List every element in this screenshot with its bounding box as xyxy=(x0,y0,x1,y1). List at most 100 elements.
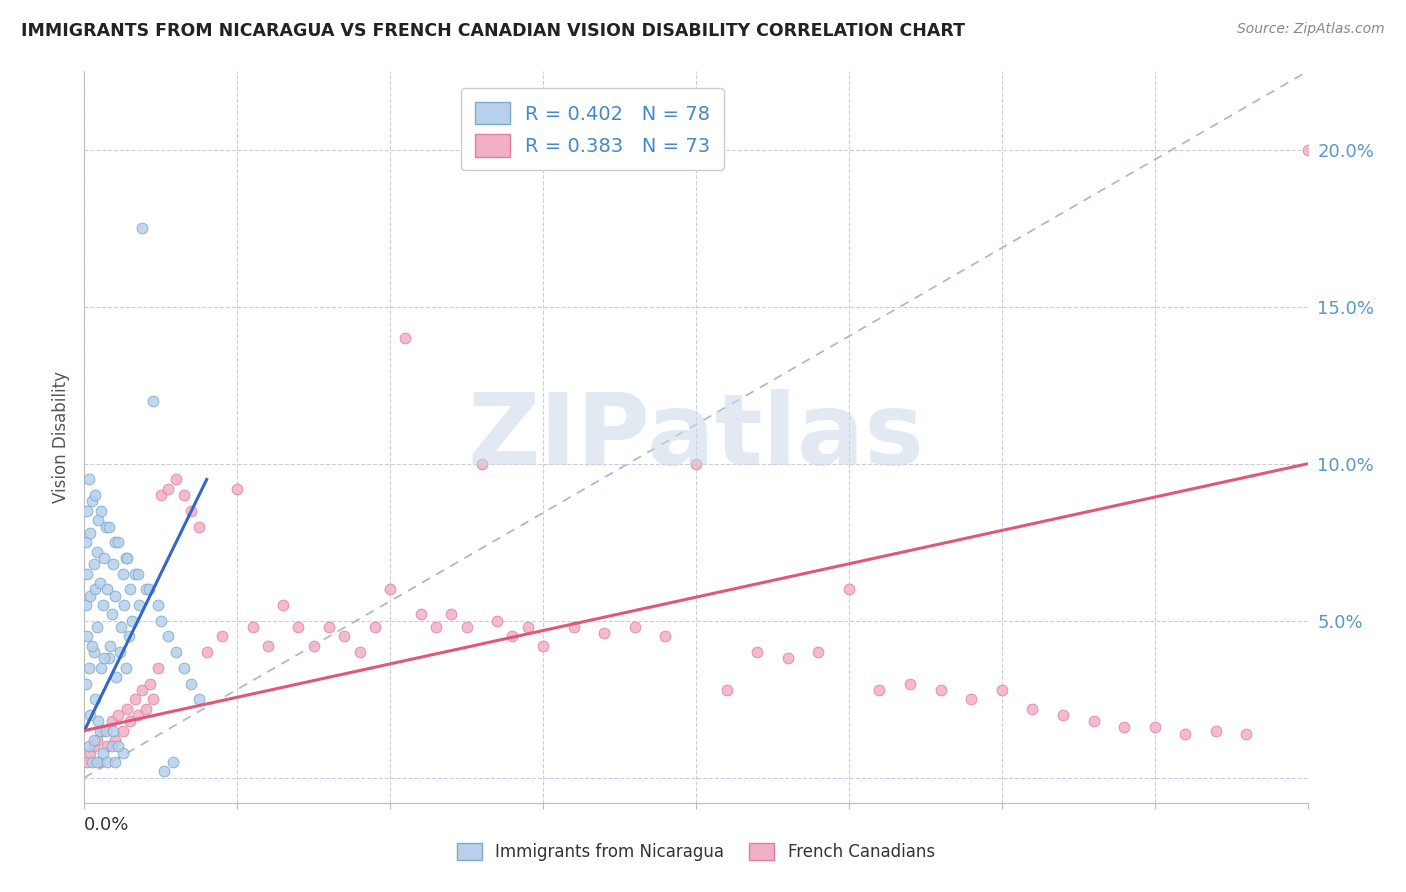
French Canadians xyxy=(242,620,264,634)
French Canadians xyxy=(624,620,647,634)
Immigrants from Nicaragua xyxy=(91,598,114,612)
French Canadians xyxy=(111,723,134,738)
Immigrants from Nicaragua xyxy=(90,661,112,675)
French Canadians xyxy=(898,676,921,690)
French Canadians xyxy=(562,620,585,634)
French Canadians xyxy=(173,488,195,502)
French Canadians xyxy=(425,620,447,634)
French Canadians xyxy=(1083,714,1105,728)
French Canadians xyxy=(333,629,356,643)
French Canadians xyxy=(747,645,769,659)
French Canadians xyxy=(486,614,509,628)
French Canadians xyxy=(211,629,233,643)
French Canadians xyxy=(1114,721,1136,735)
French Canadians xyxy=(188,519,211,533)
Immigrants from Nicaragua xyxy=(149,614,172,628)
French Canadians xyxy=(91,723,114,738)
Immigrants from Nicaragua xyxy=(77,473,100,487)
Immigrants from Nicaragua xyxy=(87,513,110,527)
French Canadians xyxy=(157,482,180,496)
Immigrants from Nicaragua xyxy=(79,525,101,540)
Immigrants from Nicaragua xyxy=(98,639,121,653)
Immigrants from Nicaragua xyxy=(97,519,120,533)
Immigrants from Nicaragua xyxy=(128,598,150,612)
French Canadians xyxy=(124,692,146,706)
Immigrants from Nicaragua xyxy=(142,394,165,409)
French Canadians xyxy=(593,626,616,640)
Immigrants from Nicaragua xyxy=(104,755,127,769)
Immigrants from Nicaragua xyxy=(75,535,97,549)
Immigrants from Nicaragua xyxy=(112,598,135,612)
Immigrants from Nicaragua xyxy=(87,714,110,728)
Immigrants from Nicaragua xyxy=(138,582,160,597)
Legend: Immigrants from Nicaragua, French Canadians: Immigrants from Nicaragua, French Canadi… xyxy=(450,836,942,868)
French Canadians xyxy=(83,739,105,754)
Immigrants from Nicaragua xyxy=(94,519,117,533)
Immigrants from Nicaragua xyxy=(118,629,141,643)
French Canadians xyxy=(287,620,309,634)
Immigrants from Nicaragua xyxy=(104,535,127,549)
Immigrants from Nicaragua xyxy=(157,629,180,643)
Immigrants from Nicaragua xyxy=(101,607,124,622)
French Canadians xyxy=(929,682,952,697)
French Canadians xyxy=(531,639,554,653)
French Canadians xyxy=(1296,143,1319,157)
Immigrants from Nicaragua xyxy=(79,707,101,722)
French Canadians xyxy=(1143,721,1166,735)
French Canadians xyxy=(142,692,165,706)
French Canadians xyxy=(318,620,340,634)
Text: ZIPatlas: ZIPatlas xyxy=(468,389,924,485)
French Canadians xyxy=(394,331,416,345)
French Canadians xyxy=(1205,723,1227,738)
Immigrants from Nicaragua xyxy=(91,746,114,760)
French Canadians xyxy=(115,701,138,715)
Immigrants from Nicaragua xyxy=(86,755,108,769)
Immigrants from Nicaragua xyxy=(84,582,107,597)
French Canadians xyxy=(101,714,124,728)
French Canadians xyxy=(1174,727,1197,741)
French Canadians xyxy=(1021,701,1043,715)
French Canadians xyxy=(257,639,280,653)
Immigrants from Nicaragua xyxy=(79,589,101,603)
Immigrants from Nicaragua xyxy=(173,661,195,675)
Immigrants from Nicaragua xyxy=(104,589,127,603)
French Canadians xyxy=(149,488,172,502)
Text: Source: ZipAtlas.com: Source: ZipAtlas.com xyxy=(1237,22,1385,37)
French Canadians xyxy=(716,682,738,697)
Immigrants from Nicaragua xyxy=(146,598,169,612)
French Canadians xyxy=(502,629,524,643)
French Canadians xyxy=(349,645,371,659)
Immigrants from Nicaragua xyxy=(120,582,142,597)
Immigrants from Nicaragua xyxy=(83,558,105,572)
French Canadians xyxy=(146,661,169,675)
Immigrants from Nicaragua xyxy=(107,535,129,549)
French Canadians xyxy=(991,682,1014,697)
Immigrants from Nicaragua xyxy=(103,723,125,738)
Immigrants from Nicaragua xyxy=(188,692,211,706)
French Canadians xyxy=(409,607,432,622)
Immigrants from Nicaragua xyxy=(105,670,128,684)
Immigrants from Nicaragua xyxy=(80,755,103,769)
Immigrants from Nicaragua xyxy=(77,739,100,754)
Immigrants from Nicaragua xyxy=(93,550,115,565)
French Canadians xyxy=(440,607,463,622)
Immigrants from Nicaragua xyxy=(90,504,112,518)
Immigrants from Nicaragua xyxy=(153,764,176,779)
Immigrants from Nicaragua xyxy=(114,661,136,675)
French Canadians xyxy=(1052,707,1074,722)
Immigrants from Nicaragua xyxy=(84,692,107,706)
Y-axis label: Vision Disability: Vision Disability xyxy=(52,371,70,503)
French Canadians xyxy=(776,651,799,665)
French Canadians xyxy=(127,707,149,722)
Immigrants from Nicaragua xyxy=(75,676,97,690)
Immigrants from Nicaragua xyxy=(89,723,111,738)
French Canadians xyxy=(1236,727,1258,741)
French Canadians xyxy=(180,504,202,518)
Immigrants from Nicaragua xyxy=(84,488,107,502)
Immigrants from Nicaragua xyxy=(76,504,98,518)
French Canadians xyxy=(89,755,111,769)
French Canadians xyxy=(302,639,325,653)
Immigrants from Nicaragua xyxy=(86,544,108,558)
Immigrants from Nicaragua xyxy=(76,629,98,643)
French Canadians xyxy=(364,620,387,634)
